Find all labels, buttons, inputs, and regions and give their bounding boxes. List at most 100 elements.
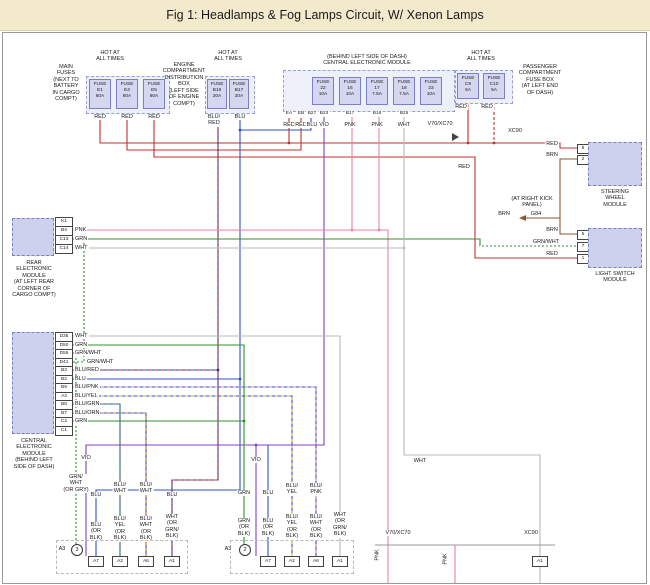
rear-electronic-module-box — [12, 218, 54, 256]
junction-dot — [492, 141, 496, 145]
kick-panel-label: (AT RIGHT KICK PANEL) — [511, 196, 553, 209]
wire-label: BLU — [261, 490, 275, 497]
junction-dot — [466, 141, 470, 145]
wire-label: RED — [93, 114, 107, 121]
wire-label: RED — [545, 251, 559, 258]
junction-dot — [238, 377, 242, 381]
wire-cem-b9-stripe — [71, 386, 317, 556]
wire-label: PNK — [370, 122, 384, 129]
wire-label: RED — [480, 104, 494, 111]
engine-box-label: ENGINE COMPARTMENT DISTRIBUTION BOX (LEF… — [162, 62, 206, 107]
connector-group-box — [230, 540, 354, 574]
wire-label: WHT (OR GRN/ BLK) — [164, 514, 180, 540]
wire-label: GRN/ WHT (OR GRY) — [62, 474, 90, 494]
wire-label: PNK — [74, 227, 88, 234]
wire-label: BLU — [233, 114, 247, 121]
junction-dot — [377, 228, 381, 232]
wire-label: BLU/ YEL — [284, 483, 300, 496]
cem-top-label: (BEHIND LEFT SIDE OF DASH) CENTRAL ELECT… — [323, 54, 411, 67]
wire-label: BLU (OR BLK) — [260, 518, 276, 538]
pin-a2: A2 — [112, 556, 128, 567]
junction-dot — [287, 141, 291, 145]
wire-label: WHT — [74, 333, 89, 340]
wire-label-pnk: PNK — [374, 549, 381, 561]
pin-a2: A2 — [284, 556, 300, 567]
junction-dot — [350, 228, 354, 232]
wire-cem-d50 — [71, 344, 245, 556]
wire-label: BLU/ YEL (OR BLK) — [112, 516, 128, 542]
steering-wheel-module-box — [588, 142, 642, 186]
connector-label: A3 — [223, 546, 233, 553]
light-switch-module-label: LIGHT SWITCH MODULE — [595, 271, 635, 284]
wire-pnk-rem-b4 — [71, 229, 389, 583]
wire-cem-b9 — [71, 386, 317, 556]
wire-label: BLU/GRN — [74, 401, 101, 408]
wire-label: RED — [147, 114, 161, 121]
fuse-e5: FUSE E5 60A — [143, 79, 165, 109]
pin-label-b18: B18 — [371, 111, 383, 117]
pin-a1: A1 — [332, 556, 348, 567]
pin-label-b17: B17 — [344, 111, 356, 117]
wire-label: BLU/ PNK — [308, 483, 324, 496]
ground-wire-label: BRN — [497, 211, 511, 218]
fuse-e4: FUSE E4 60A — [116, 79, 138, 109]
wire-label: BLU/ WHT (OR BLK) — [308, 514, 324, 540]
pin-label-eb: EB — [296, 111, 306, 117]
figure-title: Fig 1: Headlamps & Fog Lamps Circuit, W/… — [166, 8, 484, 22]
wire-label: GRN (OR BLK) — [236, 518, 252, 538]
fuse-17: FUSE 17 7.5A — [366, 77, 388, 105]
wire-cem-a4-stripe — [71, 395, 293, 556]
wire-label: BLU (OR BLK) — [88, 522, 104, 542]
junction-dot — [216, 368, 220, 372]
connector-circle: 2 — [239, 544, 251, 556]
connector-group-box — [56, 540, 188, 574]
wire-label: WHT — [74, 245, 89, 252]
variant-label-v70: V70/XC70 — [426, 121, 454, 128]
wire-label: GRN/WHT — [531, 239, 561, 246]
central-electronic-module-label: CENTRAL ELECTRONIC MODULE (BEHIND LEFT S… — [13, 438, 55, 470]
ground-arrow-icon — [519, 215, 526, 221]
fuse-23: FUSE 23 10A — [420, 77, 442, 105]
wire-label: BLU/ORN — [74, 410, 101, 417]
junction-dot — [238, 128, 242, 132]
pin-a1: A1 — [532, 556, 548, 567]
wire-label: RED — [294, 122, 308, 129]
main-fuse-box-label: MAIN FUSES (NEXT TO BATTERY IN CARGO COM… — [52, 64, 80, 103]
wire-label: BLU/PNK — [74, 384, 100, 391]
pin-label-ea: EA — [284, 111, 294, 117]
fuse-b17: FUSE B17 20A — [229, 79, 249, 109]
wire-label: BLU — [89, 492, 103, 499]
pin-a1: A1 — [164, 556, 180, 567]
wire-label-pnk: PNK — [442, 553, 449, 565]
wire-label: GRN — [74, 236, 89, 243]
wire-label: VIO — [318, 122, 330, 129]
wire-wht-b25 — [403, 110, 541, 556]
hot-label-engine: HOT AT ALL TIMES — [214, 50, 242, 63]
wire-label: GRN/WHT — [74, 350, 103, 357]
wire-red-fuse-e5-light-switch — [153, 109, 588, 259]
wire-label-wht: WHT — [412, 458, 428, 465]
hot-label-passenger: HOT AT ALL TIMES — [467, 50, 495, 63]
wire-label: BLU/ RED — [206, 114, 222, 127]
wire-label: GRN/WHT — [86, 359, 115, 366]
fuse-e1: FUSE E1 60A — [89, 79, 111, 109]
wire-label: BLU — [74, 376, 87, 383]
variant-label-xc90: XC90 — [523, 530, 539, 537]
wire-label: BLU/YEL — [74, 393, 99, 400]
wire-label: BLU — [165, 492, 179, 499]
wire-label: BRN — [545, 227, 559, 234]
wire-label: BLU/ WHT — [138, 482, 154, 495]
hot-label-main: HOT AT ALL TIMES — [96, 50, 124, 63]
wire-vio-b23 — [85, 110, 325, 556]
wire-label: BLU/ YEL (OR BLK) — [284, 514, 300, 540]
wire-label: BRN — [545, 152, 559, 159]
wire-label: BLU — [305, 122, 319, 129]
pin-label-b27: B27 — [306, 111, 318, 117]
wire-wht-cem-d35 — [71, 335, 341, 556]
fuse-18: FUSE 18 7.5A — [393, 77, 415, 105]
wire-label: RED — [545, 141, 559, 148]
fuse-16: FUSE 16 10A — [339, 77, 361, 105]
wire-red-main-bus — [99, 109, 588, 149]
